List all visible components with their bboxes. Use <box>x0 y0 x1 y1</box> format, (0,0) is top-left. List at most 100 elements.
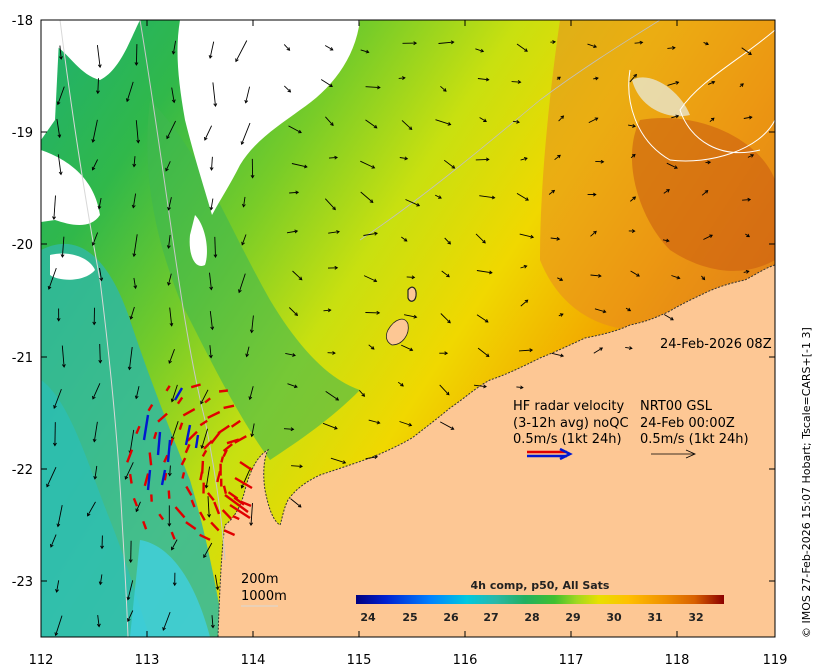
current-arrow-head <box>134 395 139 400</box>
current-arrow <box>87 501 96 517</box>
current-arrow <box>476 270 492 274</box>
credit-text: © IMOS 27-Feb-2026 15:07 Hobart; Tscale=… <box>800 327 813 638</box>
current-arrow-head <box>213 103 218 107</box>
current-arrow <box>135 386 140 399</box>
hf-vector-red <box>229 503 251 520</box>
x-tick-label: 114 <box>241 653 266 668</box>
current-arrow <box>520 265 527 269</box>
hf-vector-red <box>153 431 158 440</box>
y-tick-label: -22 <box>12 463 33 478</box>
hf-vector-blue <box>156 431 162 456</box>
current-arrow <box>590 274 601 277</box>
hf-vector-red <box>181 472 186 479</box>
current-arrow <box>126 81 134 102</box>
current-arrow <box>171 87 175 103</box>
current-arrow <box>588 117 598 124</box>
current-arrow-head <box>171 99 176 104</box>
current-arrow <box>741 47 752 55</box>
current-arrow-head <box>633 73 637 78</box>
y-tick-label: -19 <box>12 126 33 141</box>
current-arrow <box>557 277 563 281</box>
current-arrow-head <box>710 117 715 122</box>
current-arrow-head <box>627 307 632 312</box>
current-arrow-head <box>374 455 379 460</box>
current-arrow <box>214 236 216 258</box>
current-arrow-head <box>524 299 529 304</box>
current-arrow <box>238 273 246 293</box>
current-arrow-head <box>408 126 413 130</box>
current-arrow <box>287 383 298 388</box>
hf-vector-blue <box>194 434 200 449</box>
current-arrow-head <box>416 203 421 207</box>
current-arrow <box>520 157 528 161</box>
hf-radar-vectors <box>126 383 253 541</box>
current-arrow-head <box>413 314 418 319</box>
current-arrow-head <box>438 195 442 199</box>
current-arrow <box>168 234 171 249</box>
hf-vector-red <box>223 404 235 410</box>
cool-water-patch <box>130 540 210 637</box>
current-arrow-head <box>332 351 336 355</box>
current-arrow <box>50 534 57 548</box>
hf-vector-red <box>165 385 171 392</box>
hf-vector-red <box>180 457 187 466</box>
current-arrow-head <box>639 40 644 45</box>
plot-area <box>41 20 775 637</box>
current-arrow-head <box>557 76 561 81</box>
hf-vector-red <box>199 471 204 481</box>
x-tick-label: 118 <box>665 653 690 668</box>
hf-vector-red <box>174 506 186 519</box>
current-arrow <box>288 307 298 316</box>
current-arrow <box>283 44 290 51</box>
current-arrow <box>168 349 175 364</box>
current-arrow-head <box>210 624 215 629</box>
current-arrow-head <box>329 83 333 87</box>
current-arrow <box>363 275 377 282</box>
current-arrow <box>48 267 57 290</box>
current-arrow-head <box>370 346 375 350</box>
current-arrow <box>628 124 636 127</box>
current-arrow <box>324 198 336 210</box>
current-arrow <box>124 462 134 480</box>
hf-vector-red <box>230 419 241 428</box>
current-arrow-head <box>593 44 598 49</box>
current-arrow <box>368 419 380 424</box>
current-arrow-head <box>167 472 172 477</box>
hf-vector-red <box>142 520 148 530</box>
current-arrow <box>629 74 637 83</box>
current-arrow-head <box>334 265 339 270</box>
current-arrow-head <box>519 385 524 390</box>
current-arrow-head <box>483 384 487 389</box>
current-arrow <box>322 422 338 430</box>
hf-vector-red <box>128 473 133 484</box>
current-arrow <box>209 41 215 59</box>
timestamp: 24-Feb-2026 08Z <box>660 337 772 352</box>
current-arrow <box>550 237 560 240</box>
current-arrow-head <box>56 101 61 106</box>
current-arrow-head <box>172 582 177 587</box>
current-arrow-head <box>665 238 670 243</box>
isobath-legend: 200m 1000m <box>241 572 287 607</box>
legend-text: (3-12h avg) noQC <box>513 416 629 431</box>
current-arrow-head <box>133 285 138 290</box>
colorbar-ramp <box>356 595 724 604</box>
island <box>385 318 409 346</box>
current-arrow-head <box>516 119 520 124</box>
current-arrow-head <box>171 50 176 55</box>
current-arrow-head <box>559 313 564 317</box>
current-arrow <box>625 346 632 349</box>
cloud-mask <box>189 215 207 266</box>
legend-text: 24-Feb 00:00Z <box>640 416 735 431</box>
legend-text: 0.5m/s (1kt 24h) <box>640 432 749 447</box>
current-arrow <box>365 119 378 129</box>
current-arrow-head <box>446 273 450 278</box>
current-arrow-head <box>747 197 752 202</box>
cloud-mask <box>41 150 100 225</box>
current-arrow-head <box>485 77 490 82</box>
current-arrow-head <box>444 351 449 356</box>
current-arrow-head <box>47 285 52 290</box>
hf-vector-red <box>201 449 208 457</box>
current-arrow <box>92 383 101 400</box>
current-arrow <box>742 199 751 201</box>
current-arrow <box>61 345 65 368</box>
